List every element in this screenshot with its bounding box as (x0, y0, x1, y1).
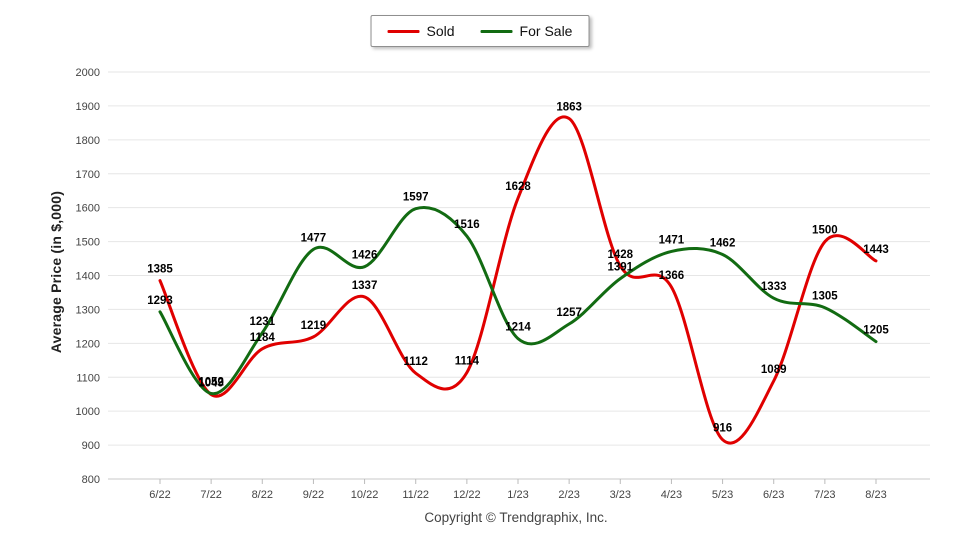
sold-value-label: 1366 (659, 270, 685, 282)
for-sale-value-label: 1477 (301, 232, 327, 244)
y-tick-label: 1800 (76, 135, 100, 147)
sold-value-label: 1385 (147, 264, 173, 276)
for-sale-value-label: 1052 (198, 377, 224, 389)
y-tick-label: 1700 (76, 169, 100, 181)
for-sale-value-label: 1205 (863, 325, 889, 337)
sold-value-label: 1089 (761, 364, 787, 376)
x-tick-label: 8/23 (865, 489, 886, 501)
sold-value-label: 916 (713, 423, 732, 435)
for-sale-value-label: 1257 (556, 307, 582, 319)
sold-value-label: 1114 (455, 356, 480, 368)
x-tick-label: 11/22 (402, 489, 429, 501)
sold-value-label: 1443 (863, 244, 889, 256)
for-sale-line-swatch (480, 29, 513, 33)
x-tick-label: 6/22 (149, 489, 170, 501)
x-tick-label: 8/22 (252, 489, 273, 501)
for-sale-value-label: 1462 (710, 237, 736, 249)
sold-value-label: 1184 (250, 332, 276, 344)
y-tick-label: 1400 (76, 271, 100, 283)
legend: Sold For Sale (370, 15, 590, 47)
y-tick-label: 1100 (76, 372, 100, 384)
y-tick-label: 1000 (76, 406, 100, 418)
sold-line (158, 115, 878, 445)
for-sale-value-label: 1305 (812, 291, 838, 303)
sold-value-label: 1500 (812, 225, 838, 237)
sold-value-label: 1112 (404, 356, 428, 368)
sold-value-label: 1337 (352, 280, 378, 292)
y-tick-label: 900 (82, 440, 100, 452)
x-tick-label: 7/23 (814, 489, 835, 501)
for-sale-value-label: 1391 (607, 262, 633, 274)
for-sale-value-label: 1426 (352, 250, 378, 262)
y-tick-label: 1600 (76, 203, 100, 215)
for-sale-value-label: 1333 (761, 281, 787, 293)
y-tick-label: 1900 (76, 101, 100, 113)
x-tick-label: 6/23 (763, 489, 784, 501)
x-tick-label: 1/23 (507, 489, 528, 501)
for-sale-line (158, 206, 878, 396)
for-sale-value-label: 1471 (659, 234, 685, 246)
y-tick-label: 2000 (76, 67, 100, 79)
legend-item-for-sale: For Sale (480, 23, 573, 39)
x-tick-label: 3/23 (610, 489, 631, 501)
for-sale-value-label: 1214 (505, 322, 531, 334)
y-axis-title: Average Price (in $,000) (48, 190, 64, 354)
x-tick-label: 9/22 (303, 489, 324, 501)
y-tick-label: 1200 (76, 338, 100, 350)
x-tick-label: 7/22 (200, 489, 221, 501)
sold-value-label: 1428 (607, 249, 633, 261)
for-sale-value-label: 1516 (454, 219, 480, 231)
y-tick-label: 800 (82, 474, 100, 486)
for-sale-value-label: 1597 (403, 192, 429, 204)
sold-line-swatch (387, 29, 420, 33)
for-sale-value-label: 1231 (249, 316, 275, 328)
y-tick-label: 1300 (76, 304, 100, 316)
x-tick-label: 12/22 (453, 489, 481, 501)
legend-label-for-sale: For Sale (519, 23, 573, 39)
legend-label-sold: Sold (426, 23, 455, 39)
x-tick-label: 2/23 (558, 489, 579, 501)
legend-item-sold: Sold (387, 23, 455, 39)
sold-value-label: 1219 (301, 320, 327, 332)
sold-value-label: 1049 (198, 378, 224, 390)
x-tick-label: 5/23 (712, 489, 733, 501)
sold-value-label: 1863 (556, 101, 582, 113)
copyright-text: Copyright © Trendgraphix, Inc. (424, 510, 608, 525)
sold-value-label: 1628 (505, 181, 531, 193)
y-tick-label: 1500 (76, 237, 100, 249)
x-tick-label: 4/23 (661, 489, 682, 501)
for-sale-value-label: 1293 (147, 295, 173, 307)
x-tick-label: 10/22 (351, 489, 379, 501)
